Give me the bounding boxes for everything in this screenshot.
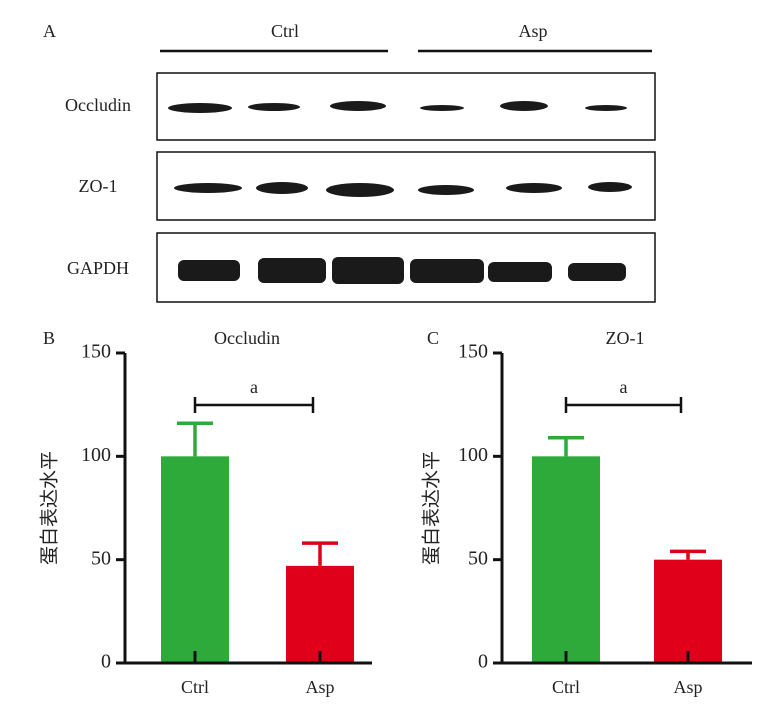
y-tick-label: 0 [478,651,488,673]
axes [123,353,372,665]
x-tick-label: Ctrl [552,677,580,697]
significance-bracket [193,397,315,413]
chart-title: Occludin [214,328,280,348]
y-tick-label: 0 [101,651,111,673]
error-bar [302,541,338,566]
significance-label: a [250,377,258,397]
bar [286,565,354,663]
error-bar [670,549,706,560]
y-tick-label: 50 [468,547,488,569]
row-label: GAPDH [67,258,129,278]
bands [178,257,626,284]
bar [161,456,229,663]
blot-box [156,151,656,221]
panel-label: C [427,328,439,348]
axes [500,353,752,665]
error-bar [177,421,213,457]
error-bar [548,435,584,457]
group-label: Asp [518,21,547,41]
bands [174,182,632,197]
row-label: ZO-1 [79,176,118,196]
significance-label: a [620,377,628,397]
significance-bracket [564,397,683,413]
x-tick-label: Asp [305,677,334,697]
y-axis-label: 蛋白表达水平 [421,451,443,565]
western-blot: A Ctrl Asp Occludin ZO-1 GAPDH [43,21,656,303]
row-label: Occludin [65,95,131,115]
bar [654,559,722,663]
panel-label: B [43,328,55,348]
group-label: Ctrl [271,21,299,41]
y-tick-label: 150 [81,341,111,363]
bands [168,101,627,113]
y-tick-label: 50 [91,547,111,569]
bar [532,456,600,663]
y-tick-label: 100 [81,444,111,466]
blot-box [156,72,656,141]
y-tick-label: 100 [458,444,488,466]
chart-title: ZO-1 [606,328,645,348]
y-axis-label: 蛋白表达水平 [39,451,61,565]
x-tick-label: Asp [673,677,702,697]
y-tick-label: 150 [458,341,488,363]
x-tick-label: Ctrl [181,677,209,697]
panel-label: A [43,21,56,41]
